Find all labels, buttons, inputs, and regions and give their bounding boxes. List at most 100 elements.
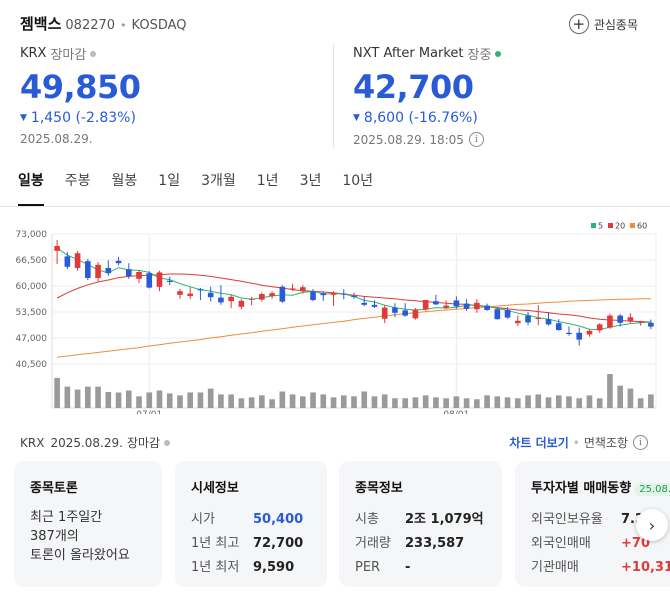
- kv-row: 시가 50,400: [191, 508, 311, 532]
- y-tick-label: 66,500: [16, 256, 48, 266]
- card-title: 투자자별 매매동향 25.08.: [531, 477, 670, 496]
- volume-bar: [166, 393, 173, 408]
- period-tab[interactable]: 10년: [342, 173, 374, 189]
- separator-dot: •: [572, 435, 580, 450]
- volume-bar: [54, 377, 60, 408]
- x-tick-label: 08/01: [443, 410, 469, 414]
- kv-row: 기관매매 +10,315: [531, 556, 670, 580]
- candle-body: [463, 303, 470, 309]
- candle-body: [596, 324, 603, 331]
- chart-info: KRX 2025.08.29. 장마감: [20, 434, 171, 451]
- date-badge: 25.08.: [635, 483, 670, 496]
- krx-price: 49,850: [20, 68, 141, 106]
- stock-chart[interactable]: 73,000 66,500 60,000 53,500 47,000 40,500 07/0…: [0, 214, 670, 414]
- period-tab[interactable]: 3개월: [201, 173, 236, 189]
- candle-body: [361, 302, 368, 305]
- next-card-button[interactable]: ›: [636, 509, 668, 541]
- legend-swatch: [591, 223, 596, 228]
- candle-body: [166, 280, 173, 282]
- volume-bar: [289, 394, 296, 408]
- volume-bar: [443, 398, 449, 408]
- volume-bar: [207, 388, 214, 408]
- quote-card[interactable]: 시세정보 시가 50,400 1년 최고 72,700 1년 최저 9,590: [175, 461, 327, 587]
- kv-value: 50,400: [253, 512, 304, 527]
- nxt-status: 장중: [467, 48, 492, 63]
- stock-header: 젬백스 082270 • KOSDAQ: [20, 13, 187, 37]
- krx-status: 장마감: [50, 48, 87, 63]
- volume-bar: [381, 394, 388, 408]
- discussion-card[interactable]: 종목토론 최근 1주일간 387개의 토론이 올라왔어요: [14, 461, 162, 587]
- kv-key: 시가: [191, 512, 215, 527]
- legend-label: 20: [615, 222, 625, 231]
- candle-body: [566, 332, 572, 334]
- volume-bar: [484, 395, 490, 408]
- period-tab[interactable]: 1일: [158, 173, 181, 189]
- x-tick-label: 07/01: [136, 410, 162, 414]
- volume-bar: [187, 392, 194, 408]
- stock-code: 082270: [65, 18, 116, 33]
- period-tab[interactable]: 주봉: [64, 173, 91, 189]
- period-tab[interactable]: 3년: [299, 173, 322, 189]
- krx-label: KRX: [20, 46, 47, 61]
- candle-body: [607, 315, 613, 328]
- candle-body: [392, 307, 398, 313]
- volume-bar: [453, 396, 460, 408]
- candle-body: [545, 319, 552, 325]
- kv-value: +70: [621, 536, 650, 551]
- kv-row: 거래량 233,587: [355, 532, 486, 556]
- kv-row: PER -: [355, 556, 486, 580]
- chart-more-link[interactable]: 차트 더보기: [509, 436, 569, 450]
- volume-bar: [218, 394, 224, 408]
- chart-market: KRX: [20, 435, 45, 450]
- down-arrow-icon: ▼: [353, 113, 360, 123]
- add-watchlist-button[interactable]: + 관심종목: [568, 12, 638, 36]
- discussion-line: 387개의: [30, 529, 79, 544]
- separator-dot: •: [120, 19, 127, 32]
- kv-value: 2조 1,079억: [405, 512, 484, 527]
- discussion-line: 최근 1주일간: [30, 510, 103, 525]
- kv-value: -: [405, 560, 411, 575]
- period-tab[interactable]: 월봉: [111, 173, 138, 189]
- kv-key: 1년 최저: [191, 560, 240, 575]
- nxt-change: 8,600 (-16.76%): [363, 110, 478, 126]
- candle-body: [238, 300, 245, 307]
- volume-bar: [64, 386, 71, 408]
- nxt-date: 2025.08.29. 18:05: [353, 132, 464, 147]
- period-tab[interactable]: 1년: [256, 173, 279, 189]
- volume-bar: [392, 398, 398, 408]
- volume-bar: [433, 397, 439, 408]
- tabs-divider: [0, 206, 670, 207]
- candle-body: [443, 305, 449, 308]
- info-icon[interactable]: i: [633, 435, 648, 450]
- volume-bar: [627, 388, 634, 408]
- period-tab[interactable]: 일봉: [18, 170, 44, 206]
- kv-value: +10,315: [621, 560, 670, 575]
- disclaimer-link[interactable]: 면책조항: [583, 436, 628, 450]
- candle-body: [525, 315, 531, 323]
- chart-links: 차트 더보기 • 면책조항 i: [509, 434, 648, 451]
- candle-body: [535, 318, 542, 319]
- candle-body: [576, 332, 583, 340]
- candle-body: [279, 286, 286, 302]
- volume-bar: [555, 395, 562, 408]
- legend-swatch: [630, 223, 635, 228]
- card-title: 시세정보: [191, 481, 239, 496]
- chart-status: 장마감: [126, 436, 161, 450]
- volume-bar: [330, 397, 337, 408]
- chevron-right-icon: ›: [648, 515, 656, 535]
- volume-bar: [197, 392, 204, 408]
- down-arrow-icon: ▼: [20, 113, 27, 123]
- candle-body: [95, 264, 101, 278]
- candle-body: [105, 268, 112, 274]
- volume-bar: [586, 395, 593, 408]
- nxt-label: NXT After Market: [353, 46, 464, 61]
- info-card[interactable]: 종목정보 시총 2조 1,079억 거래량 233,587 PER -: [339, 461, 502, 587]
- info-icon[interactable]: i: [468, 132, 484, 147]
- kv-row: 외국인매매 +70: [531, 532, 670, 556]
- volume-bar: [402, 398, 409, 408]
- candle-body: [115, 260, 122, 264]
- price-divider: [333, 44, 334, 148]
- card-title: 종목정보: [355, 481, 403, 496]
- candle-body: [555, 323, 562, 330]
- candle-body: [617, 315, 623, 323]
